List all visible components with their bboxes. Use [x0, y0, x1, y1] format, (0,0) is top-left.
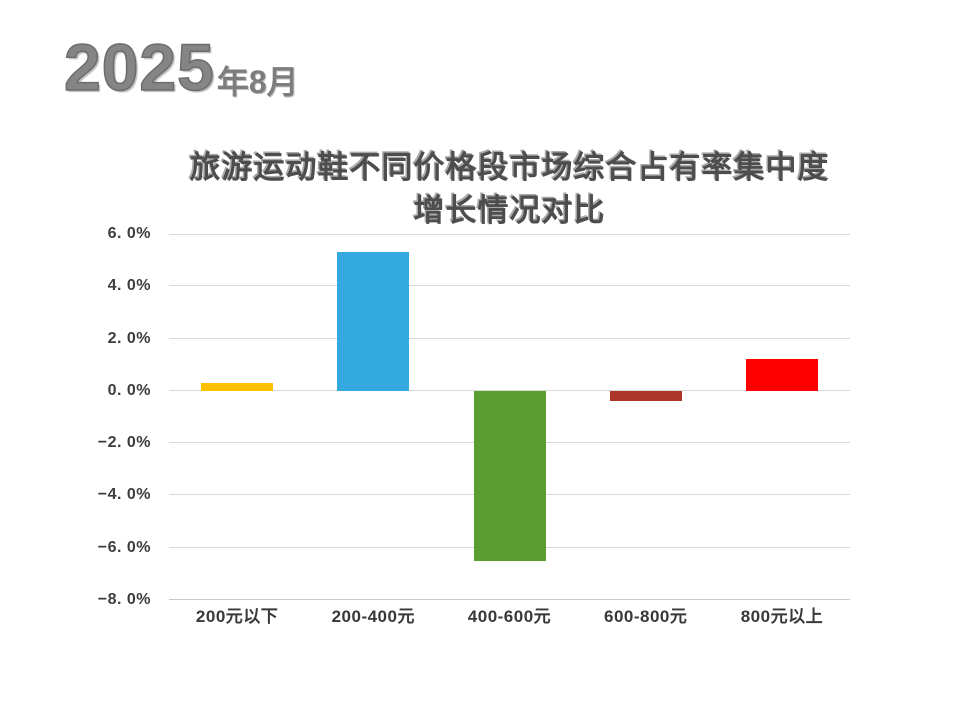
chart-bar-3: [473, 390, 546, 561]
y-axis-tick-label: −2. 0%: [97, 434, 151, 452]
y-axis-tick-label: 6. 0%: [107, 225, 151, 242]
chart-title-line-1: 旅游运动鞋不同价格段市场综合占有率集中度: [189, 150, 830, 185]
zero-gridline: [169, 390, 850, 391]
y-axis-tick-label: −4. 0%: [97, 486, 151, 504]
gridline: [169, 338, 850, 339]
date-badge: 2025 年8月: [63, 30, 299, 104]
gridline: [169, 234, 850, 235]
x-axis-category-label: 200元以下: [195, 607, 279, 626]
y-axis-tick-label: 4. 0%: [107, 277, 151, 295]
chart-title-line-2: 增长情况对比: [413, 193, 606, 228]
chart-bar-5: [745, 359, 818, 391]
x-axis: 200元以下 200-400元 400-600元 600-800元 800元以上: [169, 606, 850, 630]
x-axis-category-label: 600-800元: [603, 607, 688, 626]
chart-title: 旅游运动鞋不同价格段市场综合占有率集中度 增长情况对比: [169, 146, 850, 232]
y-axis-tick-label: 2. 0%: [107, 329, 151, 347]
gridline: [169, 285, 850, 286]
y-axis-tick-label: 0. 0%: [107, 381, 151, 399]
plot-area: [169, 234, 850, 600]
x-axis-category-label: 800元以上: [740, 607, 824, 626]
date-month-suffix: 年8月: [216, 64, 299, 100]
chart-bar-1: [201, 383, 274, 391]
x-axis-category-label: 200-400元: [331, 607, 415, 626]
x-axis-category-label: 400-600元: [467, 607, 552, 626]
gridline: [169, 599, 850, 600]
y-axis-tick-label: −8. 0%: [97, 591, 151, 608]
chart-bar-4: [609, 390, 682, 402]
chart-bar-2: [337, 252, 410, 391]
date-year: 2025: [63, 30, 215, 104]
y-axis-tick-label: −6. 0%: [97, 538, 151, 556]
y-axis: 6. 0% 4. 0% 2. 0% 0. 0% −2. 0% −4. 0% −6. 0% −8…: [0, 225, 151, 608]
